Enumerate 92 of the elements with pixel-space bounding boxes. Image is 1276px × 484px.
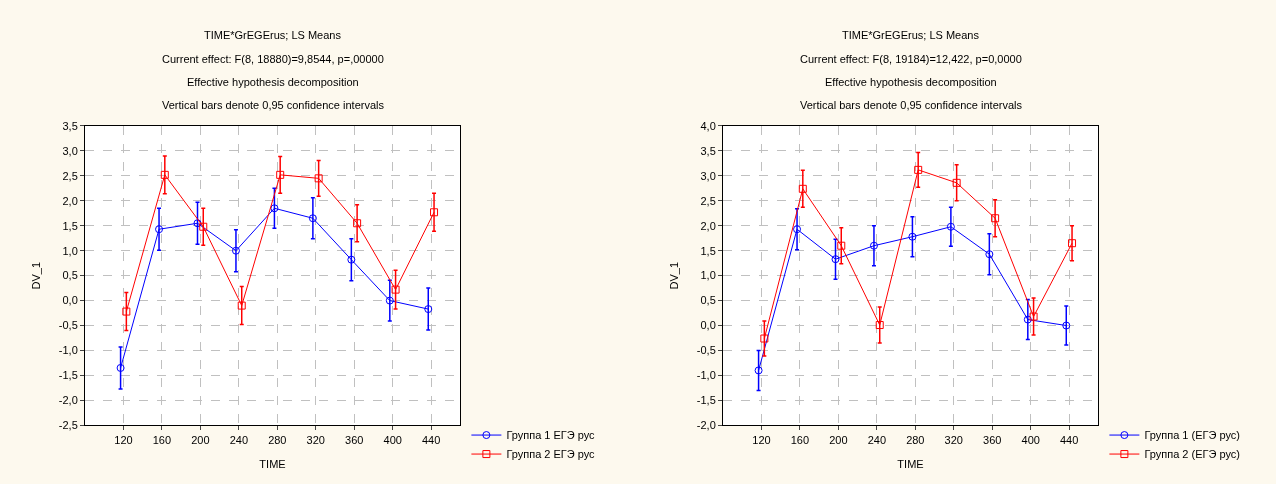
x-tick-label: 400	[1021, 433, 1040, 446]
x-tick-label: 400	[383, 433, 402, 446]
x-tick-label: 360	[983, 433, 1002, 446]
point	[430, 208, 439, 217]
x-tick-label: 240	[229, 433, 249, 446]
y-tick-label: -2,0	[696, 419, 716, 432]
y-axis-title: DV_1	[668, 261, 681, 290]
x-tick-label: 320	[944, 433, 963, 446]
y-tick-label: 3,5	[62, 119, 78, 132]
point	[946, 222, 955, 231]
y-tick-label: 1,5	[700, 244, 716, 257]
x-tick-label: 360	[345, 433, 364, 446]
x-axis-title: TIME	[897, 457, 924, 470]
point	[991, 214, 1000, 223]
y-tick-label: 1,5	[62, 219, 78, 232]
point	[231, 246, 240, 255]
y-tick-label: -1,0	[696, 369, 716, 382]
point	[754, 366, 763, 375]
y-tick-label: 3,5	[700, 144, 716, 157]
point	[914, 165, 923, 174]
y-tick-label: -0,5	[58, 319, 78, 332]
x-tick-label: 440	[1059, 433, 1079, 446]
point	[116, 363, 125, 372]
x-tick-label: 280	[268, 433, 287, 446]
point	[952, 178, 961, 187]
y-axis-title: DV_1	[30, 261, 43, 290]
point	[270, 204, 279, 213]
point	[1023, 315, 1032, 324]
point	[155, 225, 164, 234]
y-tick-label: -1,5	[696, 394, 716, 407]
y-tick-label: 3,0	[700, 169, 716, 182]
point	[1062, 321, 1071, 330]
y-tick-label: 3,0	[62, 144, 78, 157]
point	[985, 250, 994, 259]
y-tick-label: -1,0	[58, 344, 78, 357]
point	[837, 241, 846, 250]
point	[831, 255, 840, 264]
x-tick-label: 240	[867, 433, 887, 446]
y-tick-label: -2,5	[58, 419, 78, 432]
y-tick-label: -0,5	[696, 344, 716, 357]
point	[276, 170, 285, 179]
x-tick-label: 120	[114, 433, 133, 446]
point	[875, 321, 884, 330]
y-tick-label: 2,5	[62, 169, 78, 182]
y-tick-label: 0,5	[700, 294, 716, 307]
point	[199, 222, 208, 231]
y-tick-label: 0,0	[62, 294, 78, 307]
x-tick-label: 280	[906, 433, 925, 446]
point	[908, 232, 917, 241]
y-tick-label: 1,0	[62, 244, 78, 257]
x-tick-label: 160	[152, 433, 172, 446]
y-tick-label: -2,0	[58, 394, 78, 407]
point	[424, 305, 433, 314]
legend-label: Группа 2 ЕГЭ рус	[506, 448, 596, 461]
y-tick-label: 2,0	[62, 194, 78, 207]
x-tick-label: 160	[790, 433, 810, 446]
x-tick-label: 120	[752, 433, 771, 446]
y-tick-label: 4,0	[700, 119, 716, 132]
legend-label: Группа 2 (ЕГЭ рус)	[1144, 448, 1240, 461]
y-tick-label: 0,5	[62, 269, 78, 282]
chart-title: TIME*GrEGErus; LS Means	[842, 29, 980, 41]
point	[1029, 312, 1038, 321]
x-tick-label: 440	[421, 433, 441, 446]
point	[237, 301, 246, 310]
y-tick-label: 2,0	[700, 219, 716, 232]
y-tick-label: 1,0	[700, 269, 716, 282]
point	[308, 214, 317, 223]
chart-subtitle: Current effect: F(8, 18880)=9,8544, p=,00000 Effective hypothesis decomposition Vertical bars denote 0,95 confidence intervals	[162, 53, 385, 111]
point	[1068, 239, 1077, 248]
y-tick-label: 0,0	[700, 319, 716, 332]
point	[391, 285, 400, 294]
point	[193, 219, 202, 228]
point	[385, 296, 394, 305]
point	[869, 241, 878, 250]
chart-title: TIME*GrEGErus; LS Means	[204, 29, 342, 41]
y-tick-label: 2,5	[700, 194, 716, 207]
point	[347, 255, 356, 264]
point	[314, 174, 323, 183]
point	[160, 170, 169, 179]
point	[793, 225, 802, 234]
x-tick-label: 200	[829, 433, 848, 446]
point	[353, 219, 362, 228]
point	[122, 307, 131, 316]
point	[760, 334, 769, 343]
chart-subtitle: Current effect: F(8, 19184)=12,422, p=0,0000 Effective hypothesis decomposition Vertical bars denote 0,95 confidence intervals	[800, 53, 1023, 111]
x-axis-title: TIME	[259, 457, 286, 470]
point	[798, 184, 807, 193]
x-tick-label: 200	[191, 433, 210, 446]
legend-label: Группа 1 (ЕГЭ рус)	[1144, 429, 1240, 442]
y-tick-label: -1,5	[58, 369, 78, 382]
x-tick-label: 320	[306, 433, 325, 446]
legend-label: Группа 1 ЕГЭ рус	[506, 429, 596, 442]
